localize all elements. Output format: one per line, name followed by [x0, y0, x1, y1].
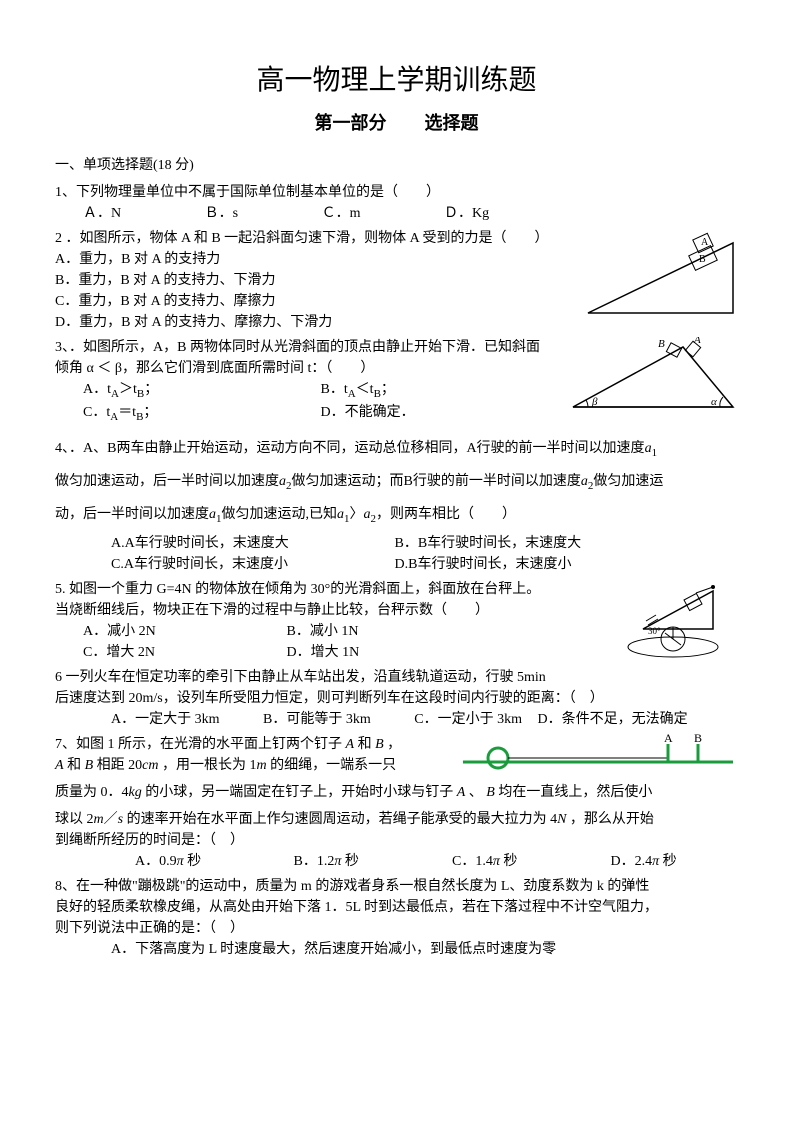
question-7: A B 7、如图 1 所示，在光滑的水平面上钉两个钉子 A 和 B ， A 和 … [55, 734, 738, 872]
q6-optC: C．一定小于 3km [414, 712, 522, 727]
q3-optA: A．tA＞tB； [83, 379, 321, 402]
q3-options-row1: A．tA＞tB； B．tA＜tB； [55, 379, 558, 402]
section-header: 一、单项选择题(18 分) [55, 155, 738, 176]
q5-optA: A．减小 2N [83, 621, 283, 642]
question-3: β α B A 3、．如图所示，A，B 两物体同时从光滑斜面的顶点由静止开始下滑… [55, 337, 738, 426]
q2-figure: A B [583, 228, 738, 318]
q6-optA: A．一定大于 3km [111, 712, 220, 727]
q3-optC: C．tA＝tB； [83, 402, 321, 425]
q7-optA: A．0.9π 秒 [135, 851, 290, 872]
page-title: 高一物理上学期训练题 [55, 60, 738, 102]
question-1: 1、下列物理量单位中不属于国际单位制基本单位的是（ ） Ａ．N Ｂ．s Ｃ．m … [55, 182, 738, 224]
fig-label-A7: A [664, 734, 673, 745]
q4-optC: C.A车行驶时间长，末速度小 [111, 554, 391, 575]
q6-line1: 6 一列火车在恒定功率的牵引下由静止从车站出发，沿直线轨道运动，行驶 5min [55, 667, 738, 688]
q6-optB: B．可能等于 3km [263, 712, 371, 727]
q6-line2: 后速度达到 20m/s，设列车所受阻力恒定，则可判断列车在这段时间内行驶的距离：… [55, 688, 738, 709]
q4-optD: D.B车行驶时间长，末速度小 [395, 557, 572, 572]
q5-figure: 30° [618, 579, 738, 659]
page-subtitle: 第一部分 选择题 [55, 110, 738, 137]
q7-optC: C．1.4π 秒 [452, 851, 607, 872]
q3-figure: β α B A [568, 337, 738, 412]
q7-line3: 质量为 0．4kg 的小球，另一端固定在钉子上，开始时小球与钉子 A 、 B 均… [55, 782, 738, 803]
subtitle-part: 第一部分 [314, 113, 386, 133]
q8-line1: 8、在一种做"蹦极跳"的运动中，质量为 m 的游戏者身系一根自然长度为 L、劲度… [55, 876, 738, 897]
q7-optD: D．2.4π 秒 [611, 854, 677, 869]
question-4: 4、．A、B两车由静止开始运动，运动方向不同，运动总位移相同，A行驶的前一半时间… [55, 438, 738, 576]
q1-optD: Ｄ．Kg [444, 206, 489, 221]
fig-label-A: A [701, 237, 709, 248]
q1-options: Ａ．N Ｂ．s Ｃ．m Ｄ．Kg [55, 203, 738, 224]
q4-line3: 动，后一半时间以加速度a1做匀加速运动,已知a1〉a2，则两车相比（ ） [55, 504, 738, 527]
q7-line5: 到绳断所经历的时间是：（ ） [55, 830, 738, 851]
subtitle-type: 选择题 [425, 113, 479, 133]
q5-optD: D．增大 1N [287, 645, 360, 660]
q1-optB: Ｂ．s [205, 206, 238, 221]
q7-optB: B．1.2π 秒 [294, 851, 449, 872]
q4-optB: B．B车行驶时间长，末速度大 [395, 536, 582, 551]
q1-stem: 1、下列物理量单位中不属于国际单位制基本单位的是（ ） [55, 182, 738, 203]
q8-optA: A．下落高度为 L 时速度最大，然后速度开始减小，到最低点时速度为零 [55, 939, 738, 960]
q7-figure: A B [458, 734, 738, 772]
q4-line2: 做匀加速运动，后一半时间以加速度a2做匀加速运动；而B行驶的前一半时间以加速度a… [55, 471, 738, 494]
fig-label-B7: B [694, 734, 702, 745]
q4-options-row1: A.A车行驶时间长，末速度大 B．B车行驶时间长，末速度大 [55, 533, 738, 554]
q1-optA: Ａ．N [83, 206, 121, 221]
fig-label-alpha: α [711, 396, 717, 408]
q3-optB: B．tA＜tB； [321, 379, 559, 402]
fig-label-A2: A [693, 337, 701, 346]
question-8: 8、在一种做"蹦极跳"的运动中，质量为 m 的游戏者身系一根自然长度为 L、劲度… [55, 876, 738, 960]
fig-label-B2: B [658, 338, 665, 350]
q7-line4: 球以 2m／s 的速率开始在水平面上作匀速圆周运动，若绳子能承受的最大拉力为 4… [55, 809, 738, 830]
q4-line1: 4、．A、B两车由静止开始运动，运动方向不同，运动总位移相同，A行驶的前一半时间… [55, 438, 738, 461]
fig-label-B: B [699, 254, 706, 265]
q3-stem: 3、．如图所示，A，B 两物体同时从光滑斜面的顶点由静止开始下滑．已知斜面倾角 … [55, 337, 545, 379]
q3-optD: D．不能确定． [321, 402, 559, 425]
q7-options: A．0.9π 秒 B．1.2π 秒 C．1.4π 秒 D．2.4π 秒 [55, 851, 738, 872]
q5-optB: B．减小 1N [287, 624, 359, 639]
fig-label-beta: β [591, 396, 598, 408]
question-6: 6 一列火车在恒定功率的牵引下由静止从车站出发，沿直线轨道运动，行驶 5min … [55, 667, 738, 730]
question-5: 30° 5. 如图一个重力 G=4N 的物体放在倾角为 30°的光滑斜面上，斜面… [55, 579, 738, 663]
q1-optC: Ｃ．m [322, 206, 361, 221]
q6-options: A．一定大于 3km B．可能等于 3km C．一定小于 3km D．条件不足，… [55, 709, 738, 730]
q5-optC: C．增大 2N [83, 642, 283, 663]
q2-stem: 2 ．如图所示，物体 A 和 B 一起沿斜面匀速下滑，则物体 A 受到的力是（ … [55, 228, 555, 249]
question-2: A B 2 ．如图所示，物体 A 和 B 一起沿斜面匀速下滑，则物体 A 受到的… [55, 228, 738, 333]
q3-options-row2: C．tA＝tB； D．不能确定． [55, 402, 558, 425]
q6-optD: D．条件不足，无法确定 [537, 712, 687, 727]
q8-line2: 良好的轻质柔软橡皮绳，从高处由开始下落 1．5L 时到达最低点，若在下落过程中不… [55, 897, 738, 918]
q8-line3: 则下列说法中正确的是：（ ） [55, 918, 738, 939]
q4-optA: A.A车行驶时间长，末速度大 [111, 533, 391, 554]
svg-text:30°: 30° [648, 626, 661, 636]
q4-options-row2: C.A车行驶时间长，末速度小 D.B车行驶时间长，末速度小 [55, 554, 738, 575]
